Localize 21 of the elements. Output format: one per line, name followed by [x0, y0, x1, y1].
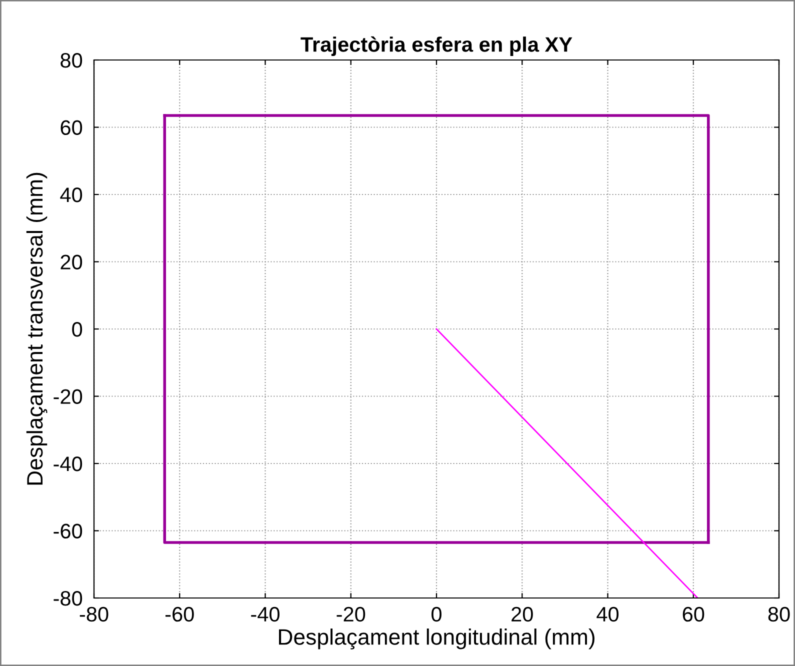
- x-tick-label: -60: [165, 606, 194, 622]
- x-tick-label: 40: [596, 606, 619, 622]
- x-tick-label: 60: [682, 606, 704, 622]
- y-axis-title: Desplaçament transversal (mm): [26, 172, 48, 485]
- y-tick-label: -80: [54, 591, 82, 606]
- y-tick-label: 0: [72, 322, 82, 337]
- y-tick-label: 20: [60, 254, 82, 270]
- y-tick-label: -40: [54, 456, 82, 472]
- x-axis-title: Desplaçament longitudinal (mm): [279, 628, 594, 650]
- y-tick-label: -20: [54, 389, 82, 404]
- x-tick-label: 80: [768, 606, 790, 622]
- x-tick-label: -20: [336, 606, 366, 622]
- y-tick-label: 60: [60, 120, 82, 136]
- x-tick-label: -40: [251, 606, 280, 622]
- y-tick-label: -60: [54, 524, 82, 539]
- x-tick-label: 0: [432, 606, 442, 622]
- chart-title: Trajectòria esfera en pla XY: [300, 36, 572, 56]
- y-tick-label: 80: [60, 53, 82, 68]
- x-tick-label: -80: [80, 606, 108, 622]
- x-tick-label: 20: [512, 606, 533, 622]
- y-tick-label: 40: [60, 188, 82, 202]
